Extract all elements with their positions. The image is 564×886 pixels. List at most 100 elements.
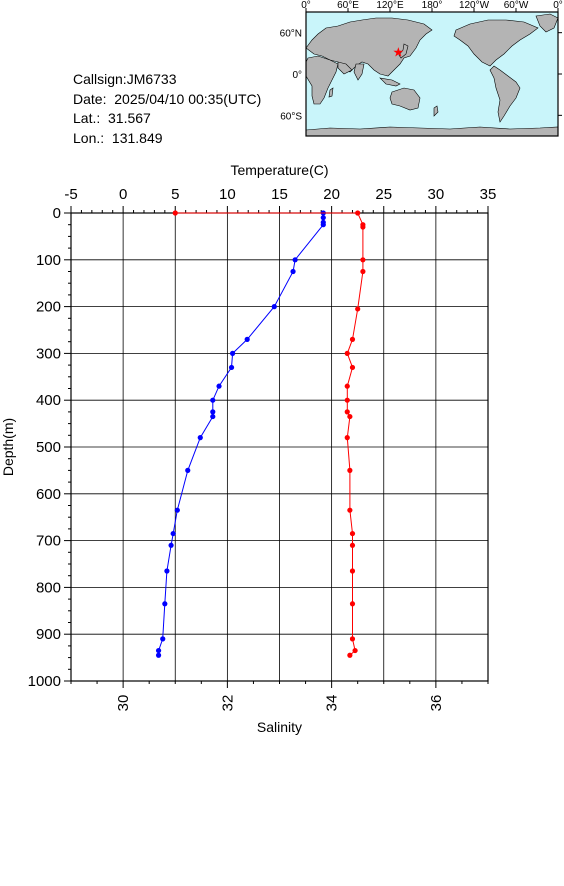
depth-tick-label: 800	[36, 579, 61, 596]
salinity-axis-title: Salinity	[257, 719, 302, 735]
temperature-point	[320, 215, 326, 221]
temperature-point	[229, 350, 236, 356]
salinity-point	[360, 268, 366, 275]
temperature-tick-label: 15	[271, 186, 288, 203]
salinity-point	[344, 397, 350, 403]
salinity-point	[347, 467, 353, 473]
temperature-point	[174, 507, 180, 513]
map-lon-label: 0°	[553, 0, 563, 11]
salinity-tick-label: 36	[428, 695, 445, 712]
salinity-point	[360, 224, 366, 230]
temperature-point	[170, 530, 176, 537]
temperature-point	[320, 222, 326, 228]
temperature-tick-label: 5	[171, 186, 179, 203]
temperature-point	[271, 304, 277, 310]
map-lon-label: 120°E	[376, 0, 404, 11]
salinity-point	[347, 413, 353, 420]
map-lon-label: 120°W	[459, 0, 490, 11]
map-lat-labels: 60°N 0° 60°S	[280, 29, 303, 123]
temperature-point	[216, 383, 222, 389]
temperature-point	[228, 364, 235, 371]
salinity-point	[349, 364, 356, 371]
depth-tick-label: 1000	[28, 673, 61, 690]
temperature-point	[210, 409, 216, 415]
depth-tick-label: 400	[36, 392, 61, 409]
temperature-point	[290, 268, 296, 275]
salinity-point	[355, 210, 361, 216]
temperature-point	[155, 652, 162, 658]
temperature-tick-label: 10	[219, 186, 236, 203]
depth-tick-label: 900	[36, 626, 61, 643]
lat-text: Lat.: 31.567	[73, 110, 151, 126]
depth-tick-label: 0	[53, 205, 61, 222]
temperature-point	[244, 336, 250, 342]
temperature-point	[168, 542, 174, 548]
map-lat-label: 0°	[292, 70, 302, 81]
map-lat-label: 60°N	[280, 29, 302, 40]
world-map: 0° 60°E 120°E 180° 120°W 60°W 0° 60°N 0° 60°S ★	[280, 0, 563, 137]
map-land	[305, 13, 559, 137]
temperature-tick-label: -5	[64, 186, 77, 203]
temperature-point	[210, 397, 216, 403]
salinity-tick-label: 30	[115, 695, 132, 712]
temperature-axis-title: Temperature(C)	[230, 162, 328, 178]
salinity-point	[347, 507, 353, 513]
depth-tick-label: 700	[36, 533, 61, 550]
temperature-tick-label: 35	[480, 186, 497, 203]
salinity-point	[349, 601, 356, 607]
map-lon-labels: 0° 60°E 120°E 180° 120°W 60°W 0°	[301, 0, 563, 11]
temperature-point	[162, 601, 168, 607]
temperature-line	[158, 213, 324, 656]
salinity-series	[172, 210, 366, 658]
callsign-text: Callsign:JM6733	[73, 71, 177, 87]
salinity-point	[349, 636, 356, 642]
salinity-point	[344, 383, 350, 389]
temperature-tick-label: 25	[375, 186, 392, 203]
salinity-point	[349, 568, 356, 574]
date-text: Date: 2025/04/10 00:35(UTC)	[73, 90, 262, 107]
map-lat-label: 60°S	[280, 111, 302, 122]
salinity-point	[344, 409, 350, 415]
salinity-point	[344, 435, 350, 441]
salinity-point	[352, 647, 358, 654]
salinity-line	[175, 212, 364, 656]
station-info: Callsign:JM6733 Date: 2025/04/10 00:35(U…	[73, 70, 261, 148]
temperature-series	[155, 210, 326, 658]
depth-tick-label: 300	[36, 345, 61, 362]
map-ticks	[305, 8, 562, 116]
depth-axis-title: Depth(m)	[0, 418, 16, 476]
salinity-point	[355, 306, 361, 312]
map-lon-label: 60°E	[337, 0, 359, 11]
temperature-point	[155, 647, 162, 654]
temperature-point	[292, 257, 298, 263]
salinity-tick-label: 34	[324, 695, 341, 712]
chart-grid	[70, 212, 489, 682]
salinity-point	[349, 336, 356, 342]
temperature-tick-label: 30	[428, 186, 445, 203]
salinity-point	[349, 542, 356, 548]
depth-tick-label: 100	[36, 252, 61, 269]
salinity-point	[360, 257, 366, 263]
depth-tick-label: 200	[36, 299, 61, 316]
temperature-point	[164, 568, 170, 574]
lon-text: Lon.: 131.849	[73, 129, 163, 146]
map-lon-label: 180°	[422, 0, 443, 11]
temperature-point	[197, 435, 203, 441]
temperature-tick-label: 20	[323, 186, 340, 203]
salinity-tick-label: 32	[219, 695, 236, 712]
temperature-point	[160, 636, 166, 642]
map-lon-label: 0°	[301, 0, 311, 11]
salinity-point	[172, 210, 178, 216]
salinity-point	[349, 530, 356, 537]
map-lon-label: 60°W	[504, 0, 529, 11]
depth-tick-label: 500	[36, 439, 61, 456]
temperature-tick-label: 0	[119, 186, 127, 203]
temperature-point	[185, 467, 191, 473]
depth-tick-label: 600	[36, 486, 61, 503]
chart-axes: -5 0 5 10 15 20 25 30 35Temperature(C)0100200300…	[0, 162, 496, 735]
salinity-point	[344, 350, 350, 356]
temperature-point	[210, 413, 216, 420]
station-marker-icon: ★	[392, 44, 404, 59]
salinity-point	[347, 652, 353, 658]
profile-chart: -5 0 5 10 15 20 25 30 35Temperature(C)0100200300…	[0, 162, 496, 735]
